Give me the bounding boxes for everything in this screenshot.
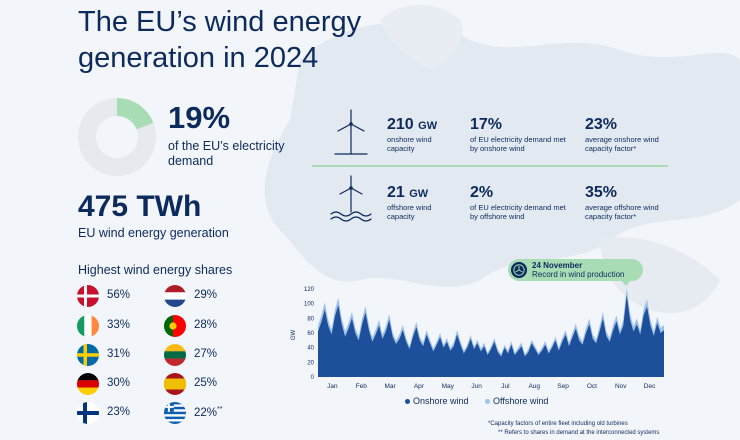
y-tick-label: 20 [307,360,314,366]
y-tick-label: 60 [307,331,314,337]
x-tick-label: Jan [327,383,338,390]
finland-flag-icon [77,402,99,424]
offshore-demand-value: 2% [470,184,494,201]
page-title: The EU’s wind energy generation in 2024 [78,6,362,74]
country-share-portugal: 28% [164,315,234,337]
offshore-capacity-unit: GW [409,188,429,200]
y-tick-label: 80 [307,316,314,322]
onshore-factor-value: 23% [585,116,618,133]
y-axis-label: GW [291,330,297,341]
country-share-germany: 30% [77,373,147,395]
country-share-value: 28% [194,319,218,331]
offshore-capacity-value: 21 [387,184,405,201]
country-share-spain: 25% [164,373,234,395]
legend-onshore: Onshore wind [405,396,469,406]
section-divider [312,165,668,167]
shares-heading: Highest wind energy shares [78,263,233,277]
share-description: of the EU’s electricity demand [168,139,285,168]
share-donut-chart [78,98,156,176]
offshore-demand-label: of EU electricity demand met by offshore… [470,203,566,221]
wind-turbine-badge-icon [511,262,527,278]
onshore-factor-label: average onshore wind capacity factor* [585,135,659,153]
x-tick-label: Aug [528,383,540,390]
share-percentage: 19% [168,100,231,135]
generation-total: 475 TWh [78,190,202,223]
country-share-value: 29% [194,289,218,301]
lithuania-flag-icon [164,344,186,366]
y-tick-label: 0 [311,375,315,381]
onshore-capacity-label: onshore wind capacity [387,135,432,153]
wind-production-chart: GW 0 20 40 60 80 100 120 Jan Feb Mar Apr May Jun Jul… [291,287,664,390]
donut-share-arc [78,98,156,176]
onshore-capacity-unit: GW [418,120,438,132]
footnote-marker: ** [217,406,223,413]
denmark-flag-icon [77,285,99,307]
offshore-capacity-label: offshore wind capacity [387,203,432,221]
footnote-capacity-factor: *Capacity factors of entire fleet includ… [488,421,628,427]
offshore-factor-label: average offshore wind capacity factor* [585,203,659,221]
footnote-interconnected: ** Refers to shares in demand at the int… [498,430,660,436]
x-tick-label: Jun [471,383,482,390]
germany-flag-icon [77,373,99,395]
offshore-wind-turbine-icon [330,175,372,222]
x-tick-label: Mar [384,383,396,390]
record-description: Record in wind production [532,270,625,279]
country-share-lithuania: 27% [164,344,234,366]
x-tick-label: May [442,383,455,390]
country-share-value: 27% [194,348,218,360]
country-share-greece: 22%** [164,402,234,424]
country-share-value: 33% [107,319,131,331]
offshore-capacity: 21 GW [387,184,428,203]
country-share-value: 30% [107,377,131,389]
netherlands-flag-icon [164,285,186,307]
greece-flag-icon [164,402,186,424]
y-tick-label: 100 [304,302,315,308]
x-tick-label: Feb [356,383,368,390]
chart-legend: Onshore wind Offshore wind [405,396,562,406]
country-share-value: 31% [107,348,131,360]
country-share-number: 22% [194,406,218,419]
country-share-value: 23% [107,406,131,418]
ireland-flag-icon [77,315,99,337]
generation-description: EU wind energy generation [78,226,229,240]
spain-flag-icon [164,373,186,395]
onshore-capacity-value: 210 [387,116,414,133]
x-tick-label: Dec [644,383,656,390]
country-share-value: 56% [107,289,131,301]
onshore-capacity: 210 GW [387,116,437,135]
offshore-swatch [485,399,491,405]
sweden-flag-icon [77,344,99,366]
country-share-netherlands: 29% [164,285,234,307]
offshore-factor-value: 35% [585,184,618,201]
y-tick-label: 40 [307,346,314,352]
x-tick-label: Jul [501,383,510,390]
country-share-denmark: 56% [77,285,147,307]
country-share-value: 22%** [194,406,222,419]
country-share-ireland: 33% [77,315,147,337]
onshore-wind-area [318,294,664,377]
country-share-finland: 23% [77,402,147,424]
x-tick-label: Sep [557,383,569,390]
callout-pointer [620,279,632,286]
onshore-swatch [405,399,410,405]
country-share-sweden: 31% [77,344,147,366]
x-tick-label: Oct [587,383,597,390]
onshore-wind-turbine-icon [334,109,368,155]
legend-offshore-label: Offshore wind [493,396,549,406]
portugal-flag-icon [164,315,186,337]
x-tick-label: Apr [414,383,425,390]
country-share-value: 25% [194,377,218,389]
onshore-demand-value: 17% [470,116,503,133]
record-callout: 24 November Record in wind production [508,259,643,281]
record-date: 24 November [532,261,583,270]
x-tick-label: Nov [615,383,627,390]
legend-onshore-label: Onshore wind [413,396,469,406]
onshore-demand-label: of EU electricity demand met by onshore … [470,135,566,153]
y-tick-label: 120 [304,287,315,293]
legend-offshore: Offshore wind [485,396,548,406]
